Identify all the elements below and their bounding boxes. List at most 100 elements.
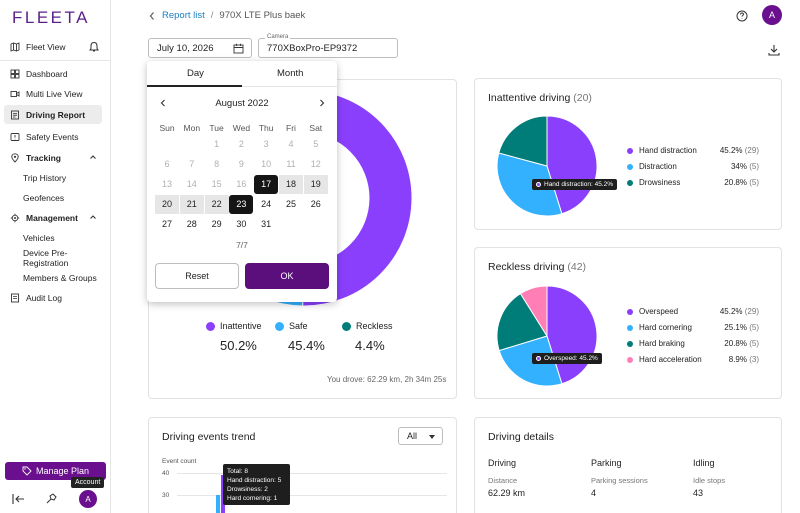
legend-label: Drowsiness <box>639 178 681 187</box>
calendar-day[interactable]: 24 <box>261 199 272 209</box>
you-drove-text: You drove: 62.29 km, 2h 34m 25s <box>327 375 447 384</box>
summary-label: Safe <box>289 321 308 331</box>
calendar-day[interactable]: 30 <box>236 219 247 229</box>
pie-slice[interactable] <box>519 285 548 338</box>
calendar-day[interactable]: 9 <box>238 159 244 169</box>
date-picker-field[interactable]: July 10, 2026 <box>148 38 252 58</box>
calendar-day[interactable]: 2 <box>238 139 244 149</box>
pie-slice[interactable] <box>498 335 563 387</box>
account-avatar[interactable]: A <box>79 490 97 508</box>
calendar-day[interactable]: 17 <box>254 175 279 194</box>
sidebar-item-multi-live-view[interactable]: Multi Live View <box>4 84 102 103</box>
legend-dot <box>627 357 633 363</box>
help-icon[interactable] <box>736 10 748 22</box>
sidebar-item-trip-history[interactable]: Trip History <box>4 168 102 187</box>
sidebar-item-vehicles[interactable]: Vehicles <box>4 228 102 247</box>
calendar-day[interactable]: 12 <box>310 159 321 169</box>
prev-month-icon[interactable] <box>158 98 168 108</box>
breadcrumb-report-list-link[interactable]: Report list <box>162 10 205 21</box>
calendar-day[interactable]: 5 <box>313 139 319 149</box>
pie-slice[interactable] <box>496 152 563 217</box>
calendar-day[interactable]: 14 <box>186 179 197 189</box>
calendar-day[interactable]: 25 <box>285 199 296 209</box>
calendar-day[interactable]: 1 <box>214 139 220 149</box>
weekday-header: Sat <box>309 123 323 133</box>
caret-down-icon <box>429 435 435 439</box>
trend-bar[interactable] <box>216 495 220 513</box>
trend-y-axis-label: Event count <box>162 458 197 465</box>
collapse-sidebar-icon[interactable] <box>12 493 26 505</box>
settings-tool-icon[interactable] <box>45 493 57 505</box>
legend-dot <box>627 148 633 154</box>
sidebar-item-label: Audit Log <box>26 292 62 303</box>
pie-slice[interactable] <box>302 89 413 307</box>
driving-details-card: Driving details Driving Distance 62.29 k… <box>474 417 782 513</box>
calendar-day[interactable]: 27 <box>161 219 172 229</box>
calendar-day[interactable]: 19 <box>303 175 328 194</box>
calendar-day[interactable]: 29 <box>211 219 222 229</box>
legend-label: Hand distraction <box>639 146 697 155</box>
sidebar-item-audit-log[interactable]: Audit Log <box>4 288 102 307</box>
user-avatar[interactable]: A <box>762 5 782 25</box>
pie-slice[interactable] <box>498 115 548 167</box>
calendar-day[interactable]: 22 <box>204 195 229 214</box>
sidebar-item-label: Fleet View <box>26 41 66 52</box>
tab-day[interactable]: Day <box>187 68 204 79</box>
tooltip-line: Total: 8 <box>227 468 248 475</box>
sidebar-item-driving-report[interactable]: Driving Report <box>4 105 102 124</box>
calendar-day[interactable]: 16 <box>236 179 247 189</box>
fleeta-logo[interactable]: FLEETA <box>12 8 90 27</box>
calendar-day[interactable]: 8 <box>214 159 220 169</box>
weekday-header: Tue <box>209 123 224 133</box>
sidebar-item-fleet-view[interactable]: Fleet View <box>4 37 102 56</box>
summary-pct-safe: 45.4% <box>288 338 325 353</box>
sidebar-group-tracking[interactable]: Tracking <box>4 148 102 167</box>
calendar-day[interactable]: 3 <box>263 139 269 149</box>
calendar-day[interactable]: 23 <box>229 195 254 214</box>
legend-dot <box>342 321 351 331</box>
legend-value: 45.2% (29) <box>720 307 759 316</box>
ok-button[interactable]: OK <box>245 263 329 289</box>
details-distance-label: Distance <box>488 476 518 485</box>
notification-bell-icon[interactable] <box>88 41 100 53</box>
inattentive-pie-chart <box>496 115 598 217</box>
calendar-day[interactable]: 20 <box>155 195 179 214</box>
calendar-day[interactable]: 13 <box>161 179 172 189</box>
legend-dot <box>627 341 633 347</box>
sidebar-group-management[interactable]: Management <box>4 208 102 227</box>
calendar-day[interactable]: 10 <box>261 159 272 169</box>
calendar-day[interactable]: 15 <box>211 179 222 189</box>
camera-select[interactable]: Camera 770XBoxPro-EP9372 <box>258 34 398 58</box>
legend-label: Hard cornering <box>639 323 692 332</box>
map-icon <box>8 40 21 53</box>
tab-month[interactable]: Month <box>277 68 304 79</box>
calendar-day[interactable]: 21 <box>179 195 204 214</box>
reset-button[interactable]: Reset <box>155 263 239 289</box>
sidebar-item-safety-events[interactable]: Safety Events <box>4 127 102 146</box>
calendar-day[interactable]: 26 <box>310 199 321 209</box>
manage-plan-button[interactable]: Manage Plan <box>5 462 106 480</box>
legend-label: Distraction <box>639 162 677 171</box>
calendar-day[interactable]: 4 <box>288 139 294 149</box>
sidebar-item-device-pre-registration[interactable]: Device Pre-Registration <box>4 247 102 268</box>
calendar-day[interactable]: 18 <box>279 175 303 194</box>
sidebar-item-label: Trip History <box>23 172 67 183</box>
event-filter-select[interactable]: All <box>398 427 443 445</box>
sidebar-item-label: Multi Live View <box>26 88 83 99</box>
sidebar-item-members-groups[interactable]: Members & Groups <box>4 268 102 287</box>
sidebar-item-label: Members & Groups <box>23 272 97 283</box>
calendar-day[interactable]: 28 <box>186 219 197 229</box>
sidebar-item-label: Device Pre-Registration <box>23 247 69 268</box>
sidebar-item-dashboard[interactable]: Dashboard <box>4 64 102 83</box>
calendar-day[interactable]: 11 <box>286 159 296 169</box>
sidebar-item-geofences[interactable]: Geofences <box>4 188 102 207</box>
calendar-day[interactable]: 7 <box>189 159 195 169</box>
pie-slice[interactable] <box>496 292 548 352</box>
next-month-icon[interactable] <box>317 98 327 108</box>
back-chevron-icon[interactable] <box>148 11 156 21</box>
calendar-day[interactable]: 31 <box>261 219 272 229</box>
report-icon <box>8 108 21 121</box>
download-icon[interactable] <box>768 44 780 56</box>
calendar-day[interactable]: 6 <box>164 159 170 169</box>
weekday-header: Fri <box>286 123 296 133</box>
